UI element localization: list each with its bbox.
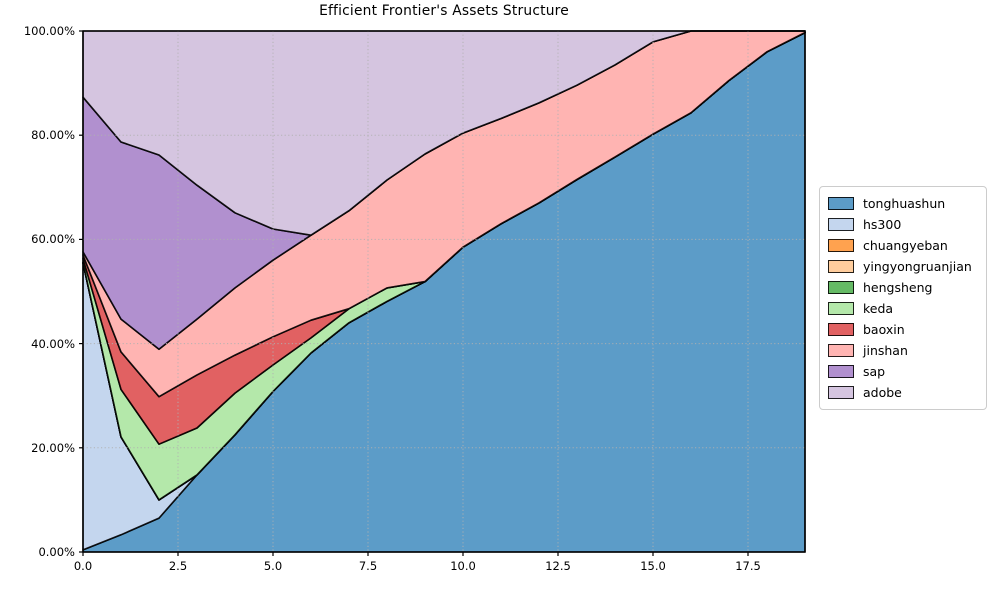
legend-label: baoxin	[863, 322, 905, 337]
legend-item-hs300: hs300	[828, 214, 978, 235]
legend-swatch-keda	[828, 302, 854, 315]
legend-item-adobe: adobe	[828, 382, 978, 403]
x-tick-label: 12.5	[545, 559, 571, 573]
legend-swatch-hengsheng	[828, 281, 854, 294]
legend-swatch-baoxin	[828, 323, 854, 336]
x-tick-label: 17.5	[735, 559, 761, 573]
axes-spines	[82, 30, 806, 553]
x-tick-label: 0.0	[73, 559, 93, 573]
legend-item-tonghuashun: tonghuashun	[828, 193, 978, 214]
legend-swatch-hs300	[828, 218, 854, 231]
x-tick-label: 7.5	[358, 559, 378, 573]
legend-swatch-tonghuashun	[828, 197, 854, 210]
legend-swatch-chuangyeban	[828, 239, 854, 252]
legend-label: keda	[863, 301, 894, 316]
y-tick-label: 40.00%	[31, 336, 75, 351]
x-tick-label: 10.0	[450, 559, 476, 573]
x-tick-label: 2.5	[168, 559, 188, 573]
legend-swatch-yingyongruanjian	[828, 260, 854, 273]
legend-label: yingyongruanjian	[863, 259, 972, 274]
x-tick-label: 15.0	[640, 559, 666, 573]
legend-label: hengsheng	[863, 280, 933, 295]
y-tick-label: 20.00%	[31, 440, 75, 455]
y-tick-label: 100.00%	[23, 24, 75, 38]
legend-swatch-jinshan	[828, 344, 854, 357]
legend-label: chuangyeban	[863, 238, 948, 253]
legend-swatch-sap	[828, 365, 854, 378]
legend-label: hs300	[863, 217, 902, 232]
legend-item-chuangyeban: chuangyeban	[828, 235, 978, 256]
legend-label: sap	[863, 364, 886, 379]
y-tick-label: 60.00%	[31, 232, 75, 247]
legend: tonghuashun hs300 chuangyeban yingyongruanj…	[819, 186, 987, 410]
legend-item-yingyongruanjian: yingyongruanjian	[828, 256, 978, 277]
legend-item-baoxin: baoxin	[828, 319, 978, 340]
legend-label: jinshan	[863, 343, 908, 358]
legend-item-keda: keda	[828, 298, 978, 319]
legend-label: tonghuashun	[863, 196, 946, 211]
legend-item-sap: sap	[828, 361, 978, 382]
x-tick-label: 5.0	[263, 559, 283, 573]
legend-item-hengsheng: hengsheng	[828, 277, 978, 298]
y-tick-label: 0.00%	[38, 545, 75, 559]
legend-label: adobe	[863, 385, 902, 400]
legend-item-jinshan: jinshan	[828, 340, 978, 361]
legend-swatch-adobe	[828, 386, 854, 399]
y-tick-label: 80.00%	[31, 128, 75, 143]
chart-title: Efficient Frontier's Assets Structure	[319, 3, 569, 19]
